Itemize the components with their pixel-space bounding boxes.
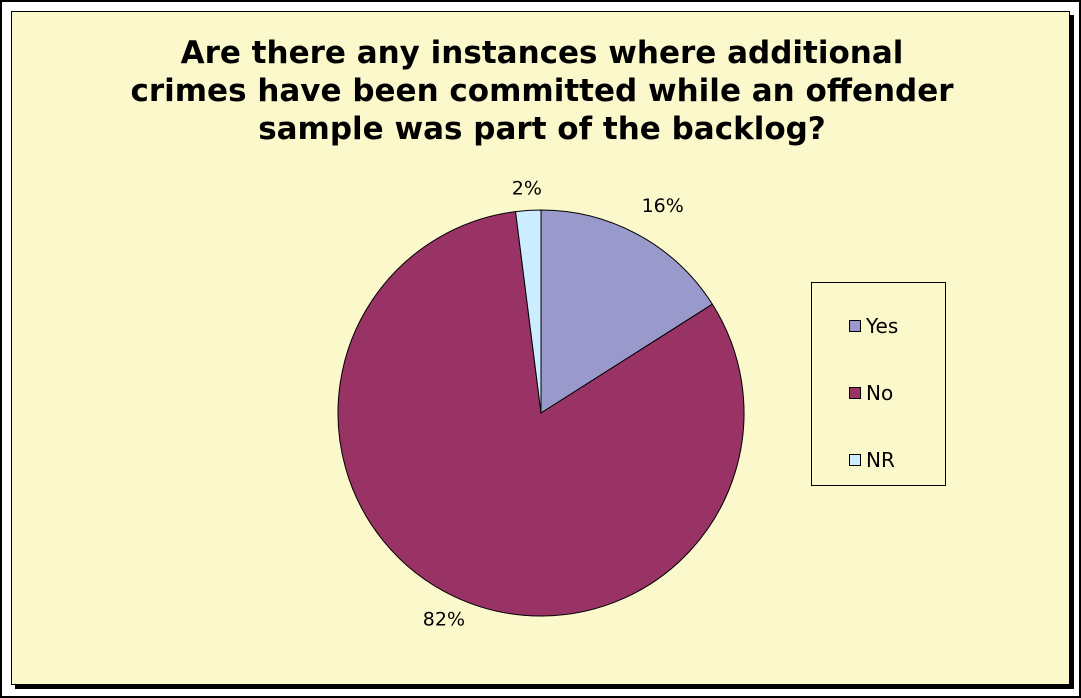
legend-swatch-no: [849, 387, 861, 399]
chart-area: Are there any instances where additional…: [11, 11, 1070, 685]
legend: Yes No NR: [811, 282, 946, 486]
data-label-yes: 16%: [642, 195, 684, 217]
pie-slice-no: [337, 211, 745, 617]
pie-slice-yes: [540, 209, 713, 414]
pie-slices: [337, 209, 745, 617]
pie-data-labels: 16% 82% 2%: [423, 177, 684, 630]
legend-item-no: No: [849, 379, 893, 407]
legend-label-no: No: [866, 381, 894, 405]
legend-label-yes: Yes: [866, 314, 899, 338]
legend-item-yes: Yes: [849, 312, 898, 340]
pie-chart: 16% 82% 2%: [337, 177, 745, 630]
legend-label-nr: NR: [866, 448, 895, 472]
data-label-no: 82%: [423, 608, 465, 630]
pie-slice-nr: [515, 209, 542, 414]
data-label-nr: 2%: [512, 177, 542, 199]
chart-title: Are there any instances where additional…: [130, 35, 954, 147]
legend-swatch-nr: [849, 454, 861, 466]
legend-item-nr: NR: [849, 446, 895, 474]
legend-swatch-yes: [849, 320, 861, 332]
